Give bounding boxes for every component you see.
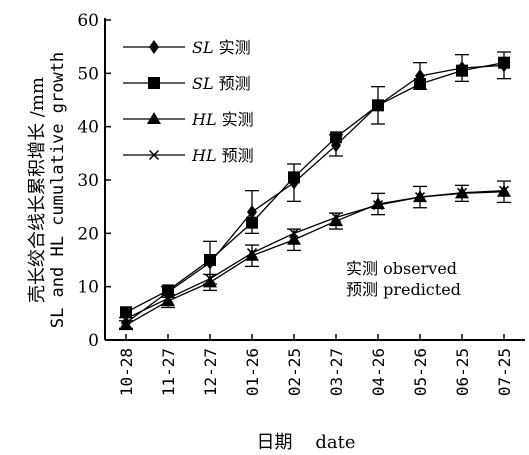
series-sl-square [120,56,510,319]
legend-item: SL 预测 [123,74,251,93]
x-axis-title: 日期 date [256,432,355,453]
legend: SL 实测 SL 预测 HL 实测 HL 预测 [123,38,254,165]
y-tick-label: 40 [77,118,99,138]
data-point [119,318,133,331]
y-tick-label: 60 [77,11,99,31]
data-point [372,99,384,112]
data-point [204,254,216,266]
legend-label: HL 预测 [191,146,254,165]
y-tick-label: 0 [88,331,99,351]
data-point [498,56,510,69]
y-tick-label: 30 [77,171,99,191]
x-tick-label: 11-27 [159,348,178,396]
data-point [456,64,468,77]
data-point [288,171,300,184]
series-hl-triangle [119,180,511,331]
series-line [125,190,505,320]
y-axis-title-line2: SL and HL cumulative growth [48,52,68,328]
series-line [125,64,505,324]
y-tick-label: 50 [77,64,99,84]
y-axis-ticks: 0 10 20 30 40 50 60 [77,11,111,351]
series-line [125,62,505,313]
legend-marker [148,77,160,89]
data-point [330,212,342,223]
legend-marker [148,149,160,161]
data-point [161,294,175,307]
data-point [414,78,426,90]
annotation: 实测 observed 预测 predicted [346,259,461,299]
legend-item: HL 预测 [123,146,254,165]
x-tick-label: 10-28 [117,348,136,396]
data-point [287,232,301,245]
x-tick-label: 03-27 [327,348,346,396]
series-layer [119,51,511,331]
annotation-line: 预测 predicted [346,280,461,299]
data-point [203,275,217,288]
x-tick-label: 01-26 [243,348,262,396]
data-point [372,200,384,211]
y-tick-label: 20 [77,224,99,244]
data-point [329,214,343,227]
legend-marker [149,40,159,54]
data-point [162,293,174,304]
legend-item: HL 实测 [123,110,254,129]
legend-marker [147,112,161,124]
data-point [498,185,510,196]
y-axis-title-line1: 壳长绞合线长累积增长 /mm [27,77,48,303]
data-point [246,248,258,259]
annotation-line: 实测 observed [346,259,457,278]
legend-label: HL 实测 [191,110,254,129]
data-point [245,248,259,261]
x-tick-label: 04-26 [369,348,388,396]
data-point [247,205,257,219]
legend-label: SL 实测 [192,38,251,57]
x-axis-ticks: 10-28 11-27 12-27 01-26 02-25 03-27 04-26 05-26… [117,334,514,396]
data-point [288,228,300,239]
data-point [456,187,468,198]
data-point [414,192,426,203]
data-point [330,131,342,144]
data-point [162,284,174,297]
x-tick-label: 02-25 [285,348,304,396]
data-point [120,313,132,324]
data-point [204,273,216,284]
y-tick-label: 10 [77,278,99,298]
data-point [246,216,258,229]
legend-item: SL 实测 [123,38,251,57]
series-hl-star [120,185,510,324]
x-tick-label: 06-25 [453,348,472,396]
legend-label: SL 预测 [192,74,251,93]
x-tick-label: 05-26 [411,348,430,396]
x-tick-label: 07-25 [495,348,514,396]
x-tick-label: 12-27 [201,348,220,396]
